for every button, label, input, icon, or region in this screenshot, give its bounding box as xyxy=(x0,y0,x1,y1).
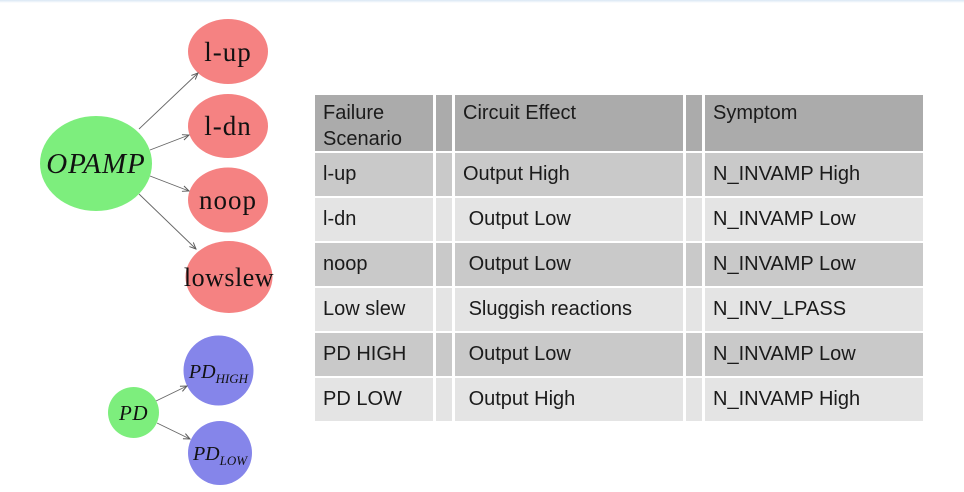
spacer-cell xyxy=(436,333,452,376)
node-l-up-label: l-up xyxy=(204,37,252,67)
spacer-cell xyxy=(436,288,452,331)
cell-effect: Output High xyxy=(455,378,683,421)
cell-effect: Sluggish reactions xyxy=(455,288,683,331)
node-pd-shape xyxy=(108,387,159,438)
failure-table: Failure Scenario Circuit Effect Symptom … xyxy=(315,95,923,421)
node-pd-high-shape xyxy=(183,335,254,406)
node-pd-low-label: PDLOW xyxy=(192,443,248,468)
spacer-cell xyxy=(686,333,702,376)
node-l-dn-shape xyxy=(188,94,268,158)
cell-effect: Output Low xyxy=(455,243,683,286)
cell-effect: Output High xyxy=(455,153,683,196)
node-pd-low-shape xyxy=(188,421,252,485)
spacer-cell xyxy=(686,288,702,331)
spacer-cell xyxy=(436,198,452,241)
cell-effect: Output Low xyxy=(455,333,683,376)
top-edge-strip xyxy=(0,0,964,3)
cell-symptom: N_INVAMP Low xyxy=(705,198,923,241)
node-pd-label: PD xyxy=(118,401,148,425)
cell-scenario: Low slew xyxy=(315,288,433,331)
col-header-symptom: Symptom xyxy=(705,95,923,151)
cell-effect: Output Low xyxy=(455,198,683,241)
header-spacer-cell xyxy=(436,95,452,151)
node-noop-label: noop xyxy=(199,185,257,215)
edge-opamp-to-l-dn xyxy=(149,135,189,151)
col-header-circuit-effect: Circuit Effect xyxy=(455,95,683,151)
node-lowslew-shape xyxy=(185,241,273,313)
spacer-cell xyxy=(686,153,702,196)
opamp-tree: OPAMP l-up l-dn noop lowslew xyxy=(40,19,274,313)
spacer-cell xyxy=(436,378,452,421)
node-lowslew-label: lowslew xyxy=(184,263,274,292)
cell-symptom: N_INVAMP High xyxy=(705,378,923,421)
cell-symptom: N_INVAMP Low xyxy=(705,333,923,376)
cell-scenario: PD LOW xyxy=(315,378,433,421)
pd-tree: PD PDHIGH PDLOW xyxy=(108,335,254,485)
spacer-cell xyxy=(686,243,702,286)
cell-symptom: N_INV_LPASS xyxy=(705,288,923,331)
edge-opamp-to-noop xyxy=(149,175,189,191)
node-opamp-shape xyxy=(40,116,152,211)
spacer-cell xyxy=(436,153,452,196)
cell-symptom: N_INVAMP High xyxy=(705,153,923,196)
cell-scenario: l-up xyxy=(315,153,433,196)
spacer-cell xyxy=(436,243,452,286)
edge-opamp-to-l-up xyxy=(138,73,198,130)
spacer-cell xyxy=(686,198,702,241)
edge-pd-to-pd-low xyxy=(156,422,190,439)
edge-pd-to-pd-high xyxy=(155,386,187,402)
cell-symptom: N_INVAMP Low xyxy=(705,243,923,286)
node-l-up-shape xyxy=(188,19,268,84)
node-opamp-label: OPAMP xyxy=(46,148,146,180)
cell-scenario: PD HIGH xyxy=(315,333,433,376)
node-pd-high-label: PDHIGH xyxy=(188,361,249,386)
fault-tree-diagram: OPAMP l-up l-dn noop lowslew PD PDHIGH P… xyxy=(40,19,274,485)
spacer-cell xyxy=(686,378,702,421)
node-l-dn-label: l-dn xyxy=(204,111,252,141)
cell-scenario: l-dn xyxy=(315,198,433,241)
col-header-failure-scenario: Failure Scenario xyxy=(315,95,433,151)
node-noop-shape xyxy=(188,167,268,233)
cell-scenario: noop xyxy=(315,243,433,286)
edge-opamp-to-lowslew xyxy=(138,193,196,249)
header-spacer-cell xyxy=(686,95,702,151)
